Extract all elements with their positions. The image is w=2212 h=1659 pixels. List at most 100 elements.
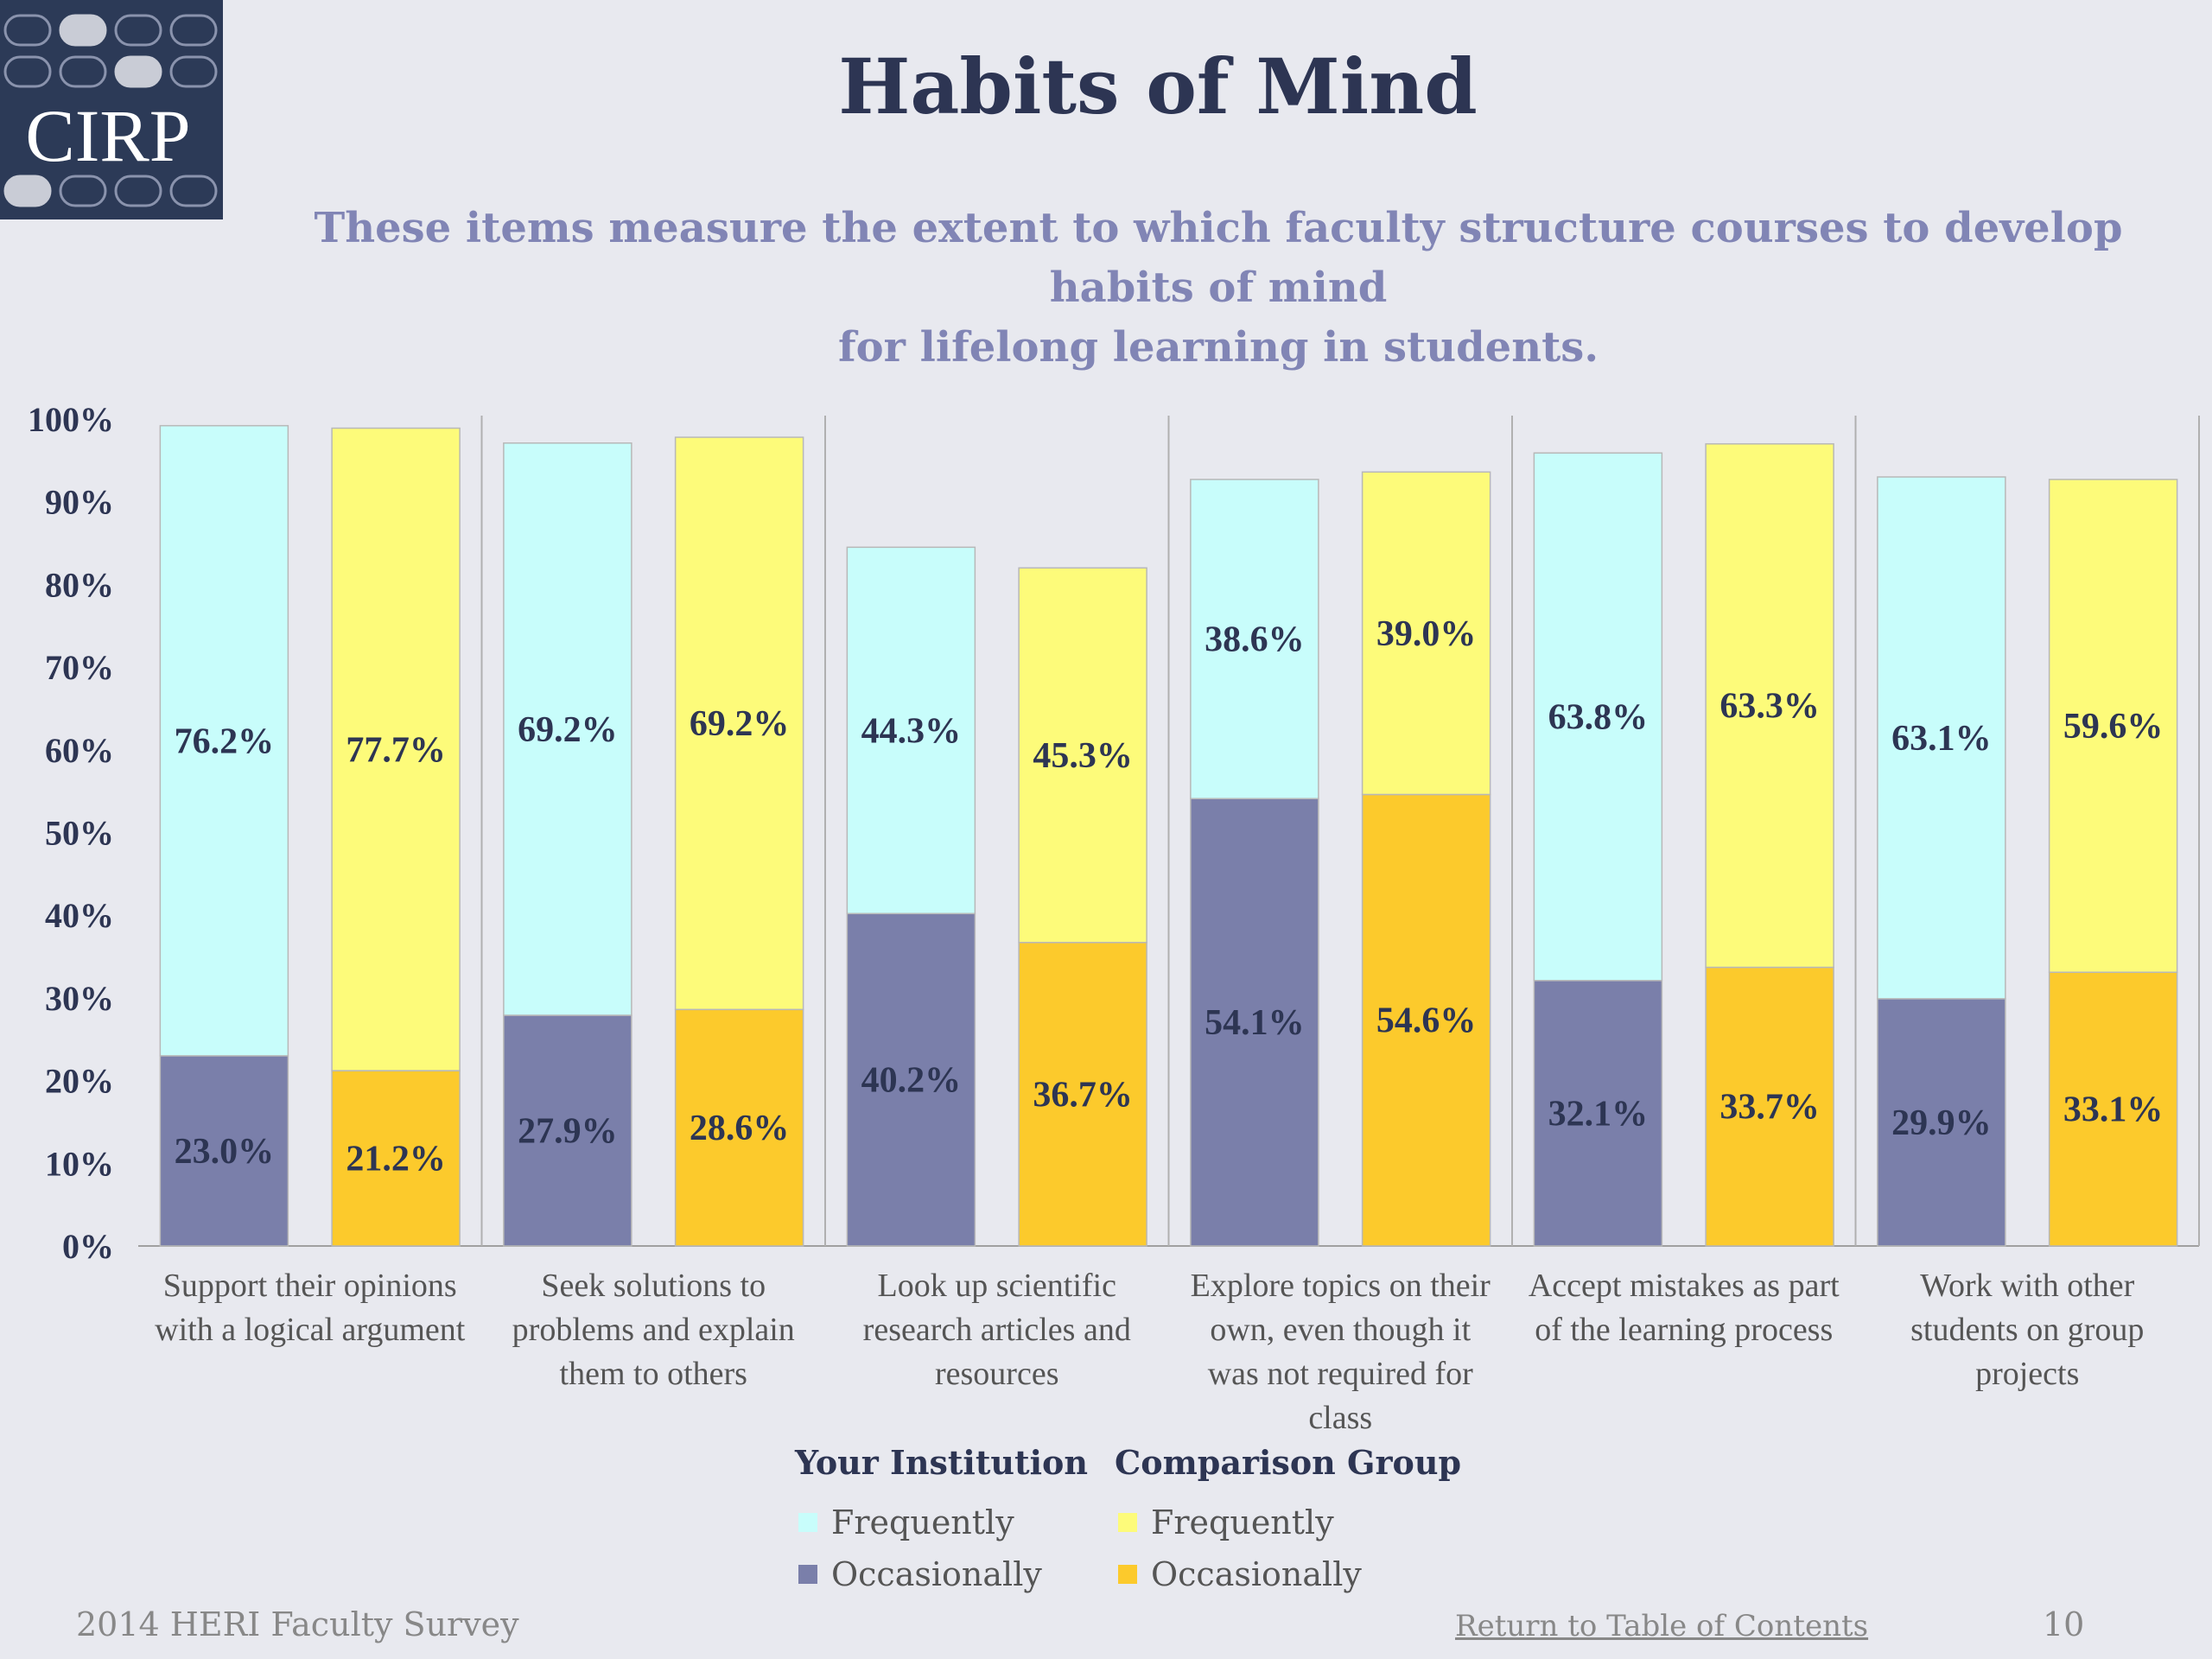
x-category-label: Seek solutions to	[541, 1268, 766, 1304]
inst-frequently-label: 38.6%	[1205, 620, 1305, 660]
y-tick-label: 90%	[45, 483, 114, 522]
logo-text: CIRP	[25, 94, 190, 177]
inst-frequently-bar	[1190, 479, 1319, 800]
legend-swatch-inst-frequently	[798, 1513, 817, 1532]
subtitle-line-1: These items measure the extent to which …	[314, 204, 2123, 312]
subtitle-line-2: for lifelong learning in students.	[837, 323, 1599, 372]
subtitle: These items measure the extent to which …	[251, 199, 2186, 378]
page-number: 10	[2043, 1605, 2085, 1643]
comp-occasionally-bar	[1705, 966, 1834, 1247]
legend-swatch-inst-occasionally	[798, 1565, 817, 1584]
comp-frequently-label: 77.7%	[346, 730, 446, 770]
legend-group-your-institution: Your Institution Frequently Occasionally	[795, 1443, 1088, 1600]
comp-frequently-bar	[1361, 471, 1491, 796]
legend-label: Occasionally	[831, 1555, 1042, 1593]
inst-occasionally-label: 32.1%	[1548, 1094, 1649, 1134]
cirp-logo: CIRP	[0, 0, 223, 219]
y-tick-label: 100%	[28, 400, 114, 439]
inst-frequently-label: 44.3%	[861, 711, 962, 751]
comp-occasionally-bar	[1361, 793, 1491, 1247]
inst-frequently-bar	[846, 546, 976, 915]
legend-title-comparison-group: Comparison Group	[1115, 1443, 1462, 1482]
inst-occasionally-bar	[1190, 798, 1319, 1247]
legend-title-your-institution: Your Institution	[795, 1443, 1088, 1482]
inst-frequently-bar	[1877, 476, 2006, 1000]
x-category-label: Support their opinions	[163, 1268, 457, 1304]
y-tick-label: 40%	[45, 896, 114, 935]
x-category-label: Work with other	[1920, 1268, 2134, 1304]
inst-frequently-label: 76.2%	[175, 721, 275, 761]
x-category-label: students on group	[1910, 1312, 2144, 1348]
y-tick-label: 0%	[62, 1227, 114, 1266]
comp-frequently-bar	[674, 436, 804, 1011]
comp-occasionally-label: 33.7%	[1719, 1088, 1820, 1128]
inst-frequently-bar	[503, 442, 632, 1016]
comp-frequently-bar	[1705, 442, 1834, 969]
comp-frequently-label: 45.3%	[1033, 736, 1133, 776]
inst-occasionally-bar	[503, 1014, 632, 1247]
inst-frequently-label: 63.1%	[1891, 719, 1992, 759]
y-tick-label: 20%	[45, 1062, 114, 1101]
comp-frequently-bar	[331, 427, 461, 1071]
x-category-label: resources	[935, 1356, 1058, 1392]
comp-occasionally-bar	[2048, 971, 2178, 1247]
comp-occasionally-label: 36.7%	[1033, 1075, 1133, 1115]
comp-frequently-bar	[1018, 567, 1147, 944]
x-category-label: class	[1308, 1400, 1372, 1434]
legend-swatch-comp-frequently	[1118, 1513, 1137, 1532]
inst-occasionally-bar	[846, 912, 976, 1247]
x-category-label: with a logical argument	[155, 1312, 466, 1348]
y-tick-label: 70%	[45, 648, 114, 687]
comp-occasionally-label: 33.1%	[2063, 1090, 2164, 1130]
x-category-label: own, even though it	[1210, 1312, 1471, 1348]
page-title: Habits of Mind	[838, 41, 1478, 131]
inst-occasionally-label: 23.0%	[175, 1132, 275, 1172]
x-category-label: Accept mistakes as part	[1529, 1268, 1840, 1304]
comp-occasionally-bar	[1018, 942, 1147, 1247]
x-category-label: Look up scientific	[878, 1268, 1116, 1304]
y-tick-label: 10%	[45, 1144, 114, 1183]
inst-occasionally-label: 27.9%	[518, 1111, 618, 1151]
footer-survey-name: 2014 HERI Faculty Survey	[76, 1605, 519, 1643]
inst-occasionally-bar	[1877, 998, 2006, 1247]
legend-item-inst-occasionally: Occasionally	[795, 1548, 1088, 1600]
legend-group-comparison-group: Comparison Group Frequently Occasionally	[1115, 1443, 1461, 1600]
comp-frequently-label: 59.6%	[2063, 707, 2164, 747]
x-category-label: problems and explain	[512, 1312, 795, 1348]
legend-item-inst-frequently: Frequently	[795, 1497, 1088, 1548]
y-tick-label: 50%	[45, 814, 114, 853]
legend-item-comp-frequently: Frequently	[1115, 1497, 1461, 1548]
y-tick-label: 80%	[45, 565, 114, 604]
comp-frequently-label: 63.3%	[1719, 687, 1820, 727]
inst-frequently-bar	[1533, 452, 1663, 982]
y-tick-label: 60%	[45, 731, 114, 770]
comp-occasionally-label: 21.2%	[346, 1140, 446, 1179]
legend-label: Occasionally	[1151, 1555, 1362, 1593]
x-category-label: was not required for	[1208, 1356, 1473, 1392]
x-category-label: them to others	[560, 1356, 747, 1392]
y-tick-label: 30%	[45, 979, 114, 1018]
comp-frequently-label: 69.2%	[690, 704, 790, 744]
inst-frequently-bar	[159, 424, 289, 1057]
inst-occasionally-bar	[1533, 980, 1663, 1247]
comp-occasionally-bar	[331, 1070, 461, 1247]
inst-frequently-label: 69.2%	[518, 710, 618, 750]
x-category-label: Explore topics on their	[1191, 1268, 1491, 1304]
comp-frequently-bar	[2048, 479, 2178, 973]
x-category-label: projects	[1975, 1356, 2079, 1392]
comp-occasionally-label: 28.6%	[690, 1109, 790, 1148]
inst-occasionally-label: 40.2%	[861, 1061, 962, 1101]
x-category-label: research articles and	[863, 1312, 1131, 1348]
inst-occasionally-label: 29.9%	[1891, 1103, 1992, 1143]
inst-occasionally-bar	[159, 1055, 289, 1247]
return-to-toc-link[interactable]: Return to Table of Contents	[1455, 1609, 1869, 1643]
comp-occasionally-bar	[674, 1008, 804, 1247]
inst-frequently-label: 63.8%	[1548, 698, 1649, 738]
legend-label: Frequently	[1151, 1503, 1334, 1541]
comp-occasionally-label: 54.6%	[1376, 1001, 1477, 1041]
x-category-label: of the learning process	[1535, 1312, 1833, 1348]
comp-frequently-label: 39.0%	[1376, 614, 1477, 654]
legend-item-comp-occasionally: Occasionally	[1115, 1548, 1461, 1600]
cirp-logo-mark: CIRP	[3, 14, 218, 207]
stacked-bar-chart: 0% 10% 20% 30% 40% 50% 60% 70% 80% 90% 100% 23.0% 76…	[28, 400, 2200, 1434]
